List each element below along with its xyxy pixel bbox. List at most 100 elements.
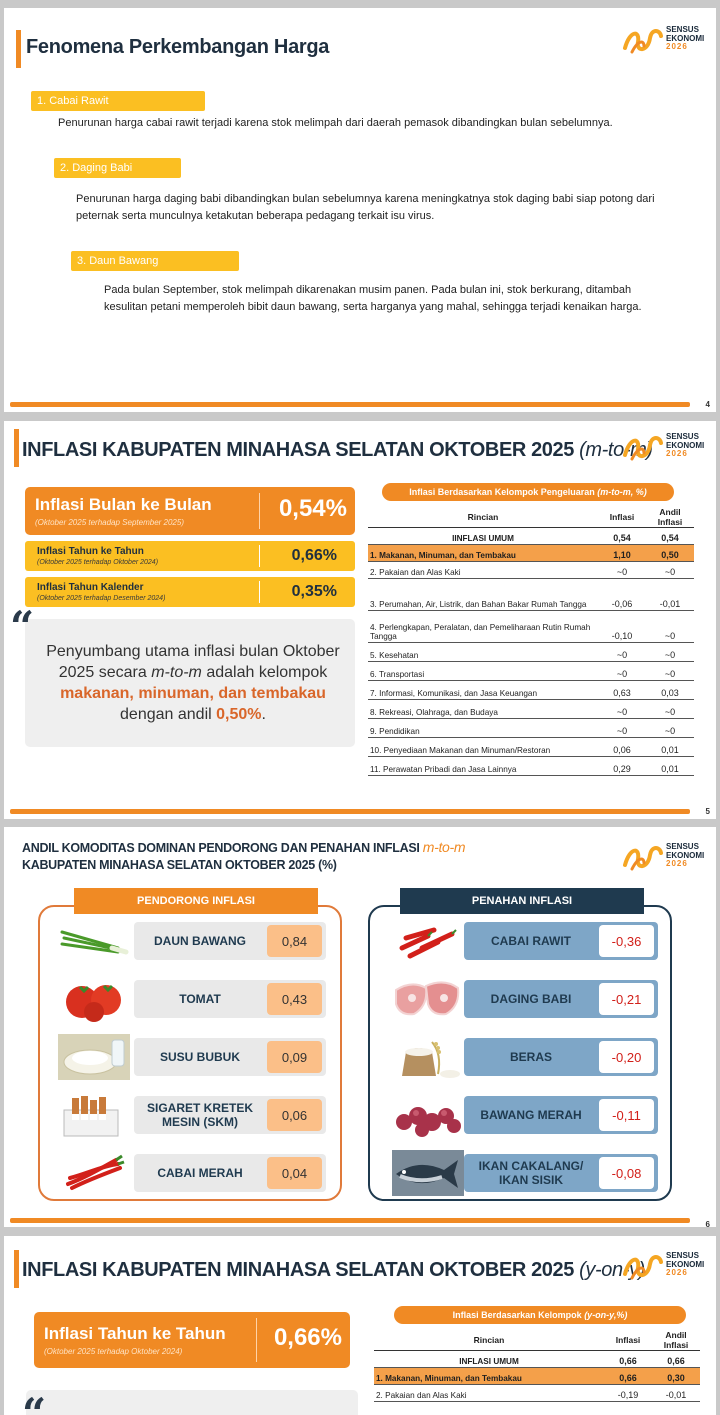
commodity-andil: 0,04: [267, 1157, 322, 1189]
summary-quote-box: [25, 619, 355, 747]
summary-quote-box: [26, 1390, 358, 1415]
page-title: INFLASI KABUPATEN MINAHASA SELATAN OKTOB…: [22, 439, 653, 461]
cell-inflasi: 0,29: [598, 756, 646, 776]
slide-footer-bar: [10, 809, 690, 814]
table-row: 2. Pakaian dan Alas Kaki ~0 ~0: [368, 561, 694, 579]
logo-swirl-icon: [623, 846, 663, 871]
commodity-andil: 0,06: [267, 1099, 322, 1131]
page-title: Fenomena Perkembangan Harga: [26, 36, 330, 58]
table-row: 10. Penyediaan Makanan dan Minuman/Resto…: [368, 737, 694, 757]
commodity-name: SIGARET KRETEK MESIN (SKM): [146, 1101, 253, 1129]
table-row: 1. Makanan, Minuman, dan Tembakau 1,10 0,5…: [368, 544, 694, 562]
cell-inflasi: -0,19: [604, 1384, 652, 1402]
cell-andil: -0,01: [652, 1384, 700, 1402]
milk-powder-icon: [58, 1034, 130, 1080]
item-text-daun-bawang: Pada bulan September, stok melimpah dika…: [104, 284, 642, 313]
table-title: Inflasi Berdasarkan Kelompok Pengeluaran…: [382, 483, 674, 501]
cell-inflasi: ~0: [598, 561, 646, 579]
cell-rincian: 4. Perlengkapan, Peralatan, dan Pemeliha…: [368, 610, 598, 643]
table-row-umum: INFLASI UMUM 0,66 0,66: [374, 1350, 700, 1368]
slide-inflasi-mtom: INFLASI KABUPATEN MINAHASA SELATAN OKTOB…: [4, 421, 716, 819]
commodity-andil: -0,08: [599, 1157, 654, 1189]
kpi-yoy-value: 0,66%: [291, 547, 337, 564]
commodity-andil: 0,43: [267, 983, 322, 1015]
kpi-yoy-main-value: 0,66%: [273, 1324, 342, 1351]
penahan-header: PENAHAN INFLASI: [400, 888, 644, 914]
spring-onion-icon: [58, 918, 130, 964]
col-inflasi: Inflasi: [598, 507, 646, 528]
commodity-andil: -0,20: [599, 1041, 654, 1073]
commodity-name: TOMAT: [179, 992, 221, 1006]
commodity-row: TOMAT 0,43: [134, 980, 326, 1018]
cell-andil: 0,30: [652, 1367, 700, 1385]
table-row: 11. Perawatan Pribadi dan Jasa Lainnya 0,…: [368, 756, 694, 776]
cell-inflasi: ~0: [598, 699, 646, 719]
cell-andil: 0,50: [646, 544, 694, 562]
tomato-icon: [58, 976, 130, 1022]
cell-andil: ~0: [646, 699, 694, 719]
sensus-ekonomi-logo: SENSUS EKONOMI 2026: [622, 24, 716, 60]
shallot-icon: [392, 1092, 464, 1138]
sensus-ekonomi-logo: SENSUS EKONOMI 2026: [622, 1250, 716, 1286]
cell-rincian: 3. Perumahan, Air, Listrik, dan Bahan Ba…: [368, 578, 598, 611]
commodity-row: DAGING BABI -0,21: [464, 980, 658, 1018]
cell-andil: 0,03: [646, 680, 694, 700]
cell-inflasi: ~0: [598, 718, 646, 738]
cell-rincian: 7. Informasi, Komunikasi, dan Jasa Keuan…: [368, 680, 598, 700]
kpi-yoy-main: Inflasi Tahun ke Tahun (Oktober 2025 ter…: [34, 1312, 350, 1368]
item-label-daun-bawang: 3. Daun Bawang: [71, 251, 239, 271]
pendorong-header: PENDORONG INFLASI: [74, 888, 318, 914]
sensus-ekonomi-logo: SENSUS EKONOMI 2026: [622, 841, 716, 877]
cell-andil: ~0: [646, 642, 694, 662]
title-accent-bar: [14, 429, 19, 467]
table-row: 9. Pendidikan ~0 ~0: [368, 718, 694, 738]
item-text-cabai-rawit: Penurunan harga cabai rawit terjadi kare…: [58, 117, 613, 129]
table-row: 2. Pakaian dan Alas Kaki -0,19 -0,01: [374, 1384, 700, 1402]
cell-andil: ~0: [646, 661, 694, 681]
commodity-row: IKAN CAKALANG/ IKAN SISIK -0,08: [464, 1154, 658, 1192]
page-title: INFLASI KABUPATEN MINAHASA SELATAN OKTOB…: [22, 1259, 645, 1281]
commodity-andil: 0,09: [267, 1041, 322, 1073]
commodity-name: SUSU BUBUK: [159, 1050, 240, 1064]
table-row: 7. Informasi, Komunikasi, dan Jasa Keuan…: [368, 680, 694, 700]
fish-icon: [392, 1150, 464, 1196]
cell-inflasi: 1,10: [598, 544, 646, 562]
inflation-group-table: Rincian Inflasi Andil Inflasi IINFLASI U…: [368, 507, 694, 776]
commodity-row: CABAI RAWIT -0,36: [464, 922, 658, 960]
cell-andil: 0,01: [646, 737, 694, 757]
page-title: ANDIL KOMODITAS DOMINAN PENDORONG DAN PE…: [22, 839, 466, 855]
slide-fenomena-harga: Fenomena Perkembangan Harga SENSUS EKONOM…: [4, 8, 716, 412]
table-row: 4. Perlengkapan, Peralatan, dan Pemeliha…: [368, 610, 694, 643]
item-label-daging-babi: 2. Daging Babi: [54, 158, 181, 178]
commodity-andil: -0,11: [599, 1099, 654, 1131]
table-row-umum: IINFLASI UMUM 0,54 0,54: [368, 527, 694, 545]
commodity-name: CABAI RAWIT: [491, 934, 571, 948]
kpi-ytd: Inflasi Tahun Kalender (Oktober 2025 ter…: [25, 577, 355, 607]
slide-footer-bar: [10, 402, 690, 407]
table-row: 1. Makanan, Minuman, dan Tembakau 0,66 0,3…: [374, 1367, 700, 1385]
cell-rincian: 1. Makanan, Minuman, dan Tembakau: [374, 1367, 604, 1385]
col-rincian: Rincian: [374, 1330, 604, 1351]
cell-inflasi: 0,66: [604, 1367, 652, 1385]
summary-quote-text: Penyumbang utama inflasi bulan Oktober 2…: [46, 643, 340, 723]
commodity-name: DAGING BABI: [490, 992, 572, 1006]
cell-rincian: 9. Pendidikan: [368, 718, 598, 738]
pork-icon: [392, 976, 464, 1022]
cell-rincian: 10. Penyediaan Makanan dan Minuman/Resto…: [368, 737, 598, 757]
cell-rincian: 2. Pakaian dan Alas Kaki: [374, 1384, 604, 1402]
col-rincian: Rincian: [368, 507, 598, 528]
col-andil: Andil Inflasi: [646, 507, 694, 528]
red-chili-icon: [58, 1150, 130, 1196]
commodity-andil: -0,36: [599, 925, 654, 957]
commodity-row: DAUN BAWANG 0,84: [134, 922, 326, 960]
kpi-mtom-value: 0,54%: [278, 495, 347, 522]
cell-inflasi: ~0: [598, 661, 646, 681]
title-accent-bar: [16, 30, 21, 68]
title-accent-bar: [14, 1250, 19, 1288]
sensus-ekonomi-logo: SENSUS EKONOMI 2026: [622, 431, 716, 467]
table-row: 8. Rekreasi, Olahraga, dan Budaya ~0 ~0: [368, 699, 694, 719]
cell-rincian: 8. Rekreasi, Olahraga, dan Budaya: [368, 699, 598, 719]
cell-inflasi: ~0: [598, 642, 646, 662]
table-row: 6. Transportasi ~0 ~0: [368, 661, 694, 681]
quote-icon: “: [10, 602, 35, 651]
